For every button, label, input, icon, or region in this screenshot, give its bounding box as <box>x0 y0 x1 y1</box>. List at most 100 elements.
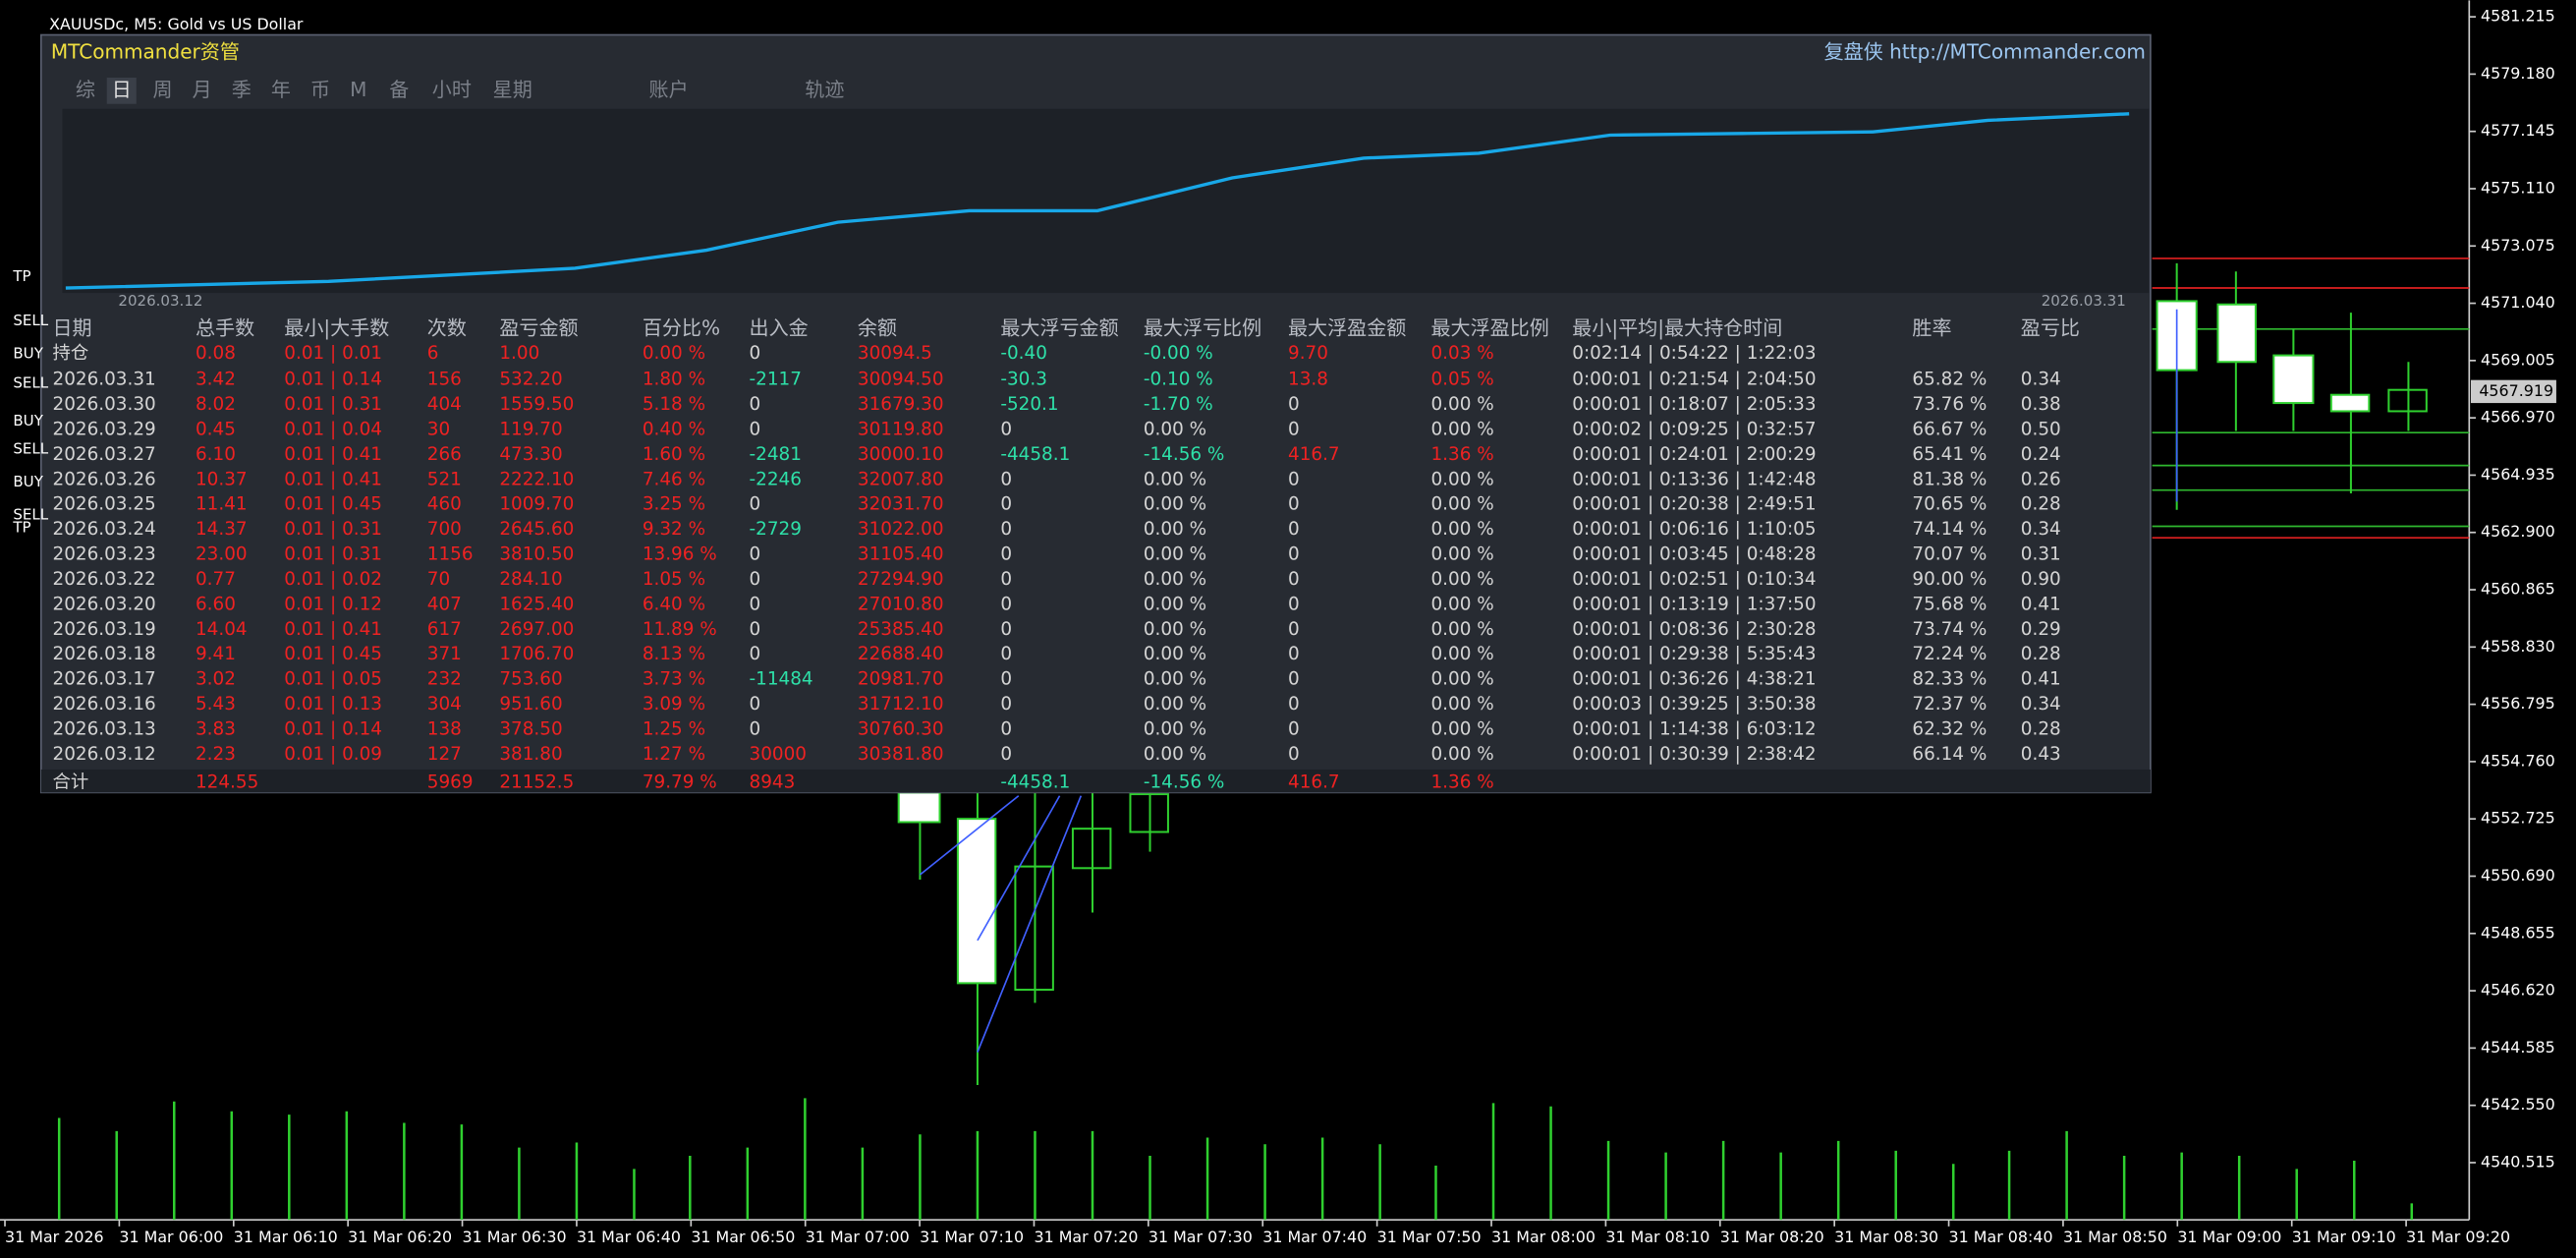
tab[interactable]: 轨迹 <box>805 78 844 101</box>
tab[interactable]: 季 <box>232 78 252 101</box>
table-cell: 0.00 % <box>1430 644 1493 664</box>
price-label: 4552.725 <box>2481 809 2555 828</box>
table-cell: 138 <box>427 719 462 740</box>
table-cell: 31022.00 <box>858 519 944 540</box>
table-cell: 0 <box>750 394 761 415</box>
table-cell: 0.00 % <box>1144 494 1206 515</box>
table-cell: -30.3 <box>1000 370 1047 390</box>
table-cell: 65.41 % <box>1912 444 1987 465</box>
table-cell: 0:00:01 | 0:18:07 | 2:05:33 <box>1572 394 1816 415</box>
table-cell: 0 <box>1288 469 1300 489</box>
table-cell: 5.43 <box>196 694 236 715</box>
tab[interactable]: 日 <box>112 78 132 101</box>
table-cell: 1706.70 <box>499 644 574 664</box>
tab[interactable]: 月 <box>193 78 212 101</box>
order-label: BUY <box>13 473 43 490</box>
table-cell: 0 <box>750 644 761 664</box>
column-header: 盈亏金额 <box>499 315 578 339</box>
tab[interactable]: 综 <box>76 78 95 101</box>
table-cell: 0:00:01 | 0:21:54 | 2:04:50 <box>1572 370 1816 390</box>
table-cell: 304 <box>427 694 462 715</box>
time-label: 31 Mar 06:40 <box>577 1228 681 1246</box>
table-cell: 0:00:01 | 0:29:38 | 5:35:43 <box>1572 644 1816 664</box>
time-label: 31 Mar 09:00 <box>2177 1228 2281 1246</box>
table-cell: 2026.03.16 <box>53 694 156 715</box>
table-cell: 0.01 | 0.41 <box>284 444 382 465</box>
table-cell: 0.01 | 0.05 <box>284 669 382 690</box>
holding-cell: 0 <box>750 343 761 364</box>
table-cell: 0 <box>1000 419 1012 439</box>
tab[interactable]: 币 <box>310 78 330 101</box>
table-cell: 30094.50 <box>858 370 944 390</box>
table-cell: 31679.30 <box>858 394 944 415</box>
tab[interactable]: 年 <box>271 78 291 101</box>
column-header: 次数 <box>427 315 467 339</box>
table-cell: 0 <box>1288 619 1300 640</box>
table-cell: 0.00 % <box>1430 519 1493 540</box>
price-label: 4571.040 <box>2481 293 2555 312</box>
table-cell: 0 <box>750 419 761 439</box>
table-cell: -1.70 % <box>1144 394 1213 415</box>
chart-decor <box>0 0 2471 1221</box>
price-label: 4569.005 <box>2481 350 2555 369</box>
total-cell: 124.55 <box>196 772 258 792</box>
table-cell: 0.00 % <box>1430 619 1493 640</box>
table-cell: 0 <box>1000 594 1012 614</box>
table-cell: 0:00:03 | 0:39:25 | 3:50:38 <box>1572 694 1816 715</box>
tab[interactable]: 备 <box>389 78 409 101</box>
site-link[interactable]: 复盘侠 http://MTCommander.com <box>1824 39 2146 63</box>
table-cell: 8.02 <box>196 394 236 415</box>
tab[interactable]: M <box>350 78 366 101</box>
table-cell: 753.60 <box>499 669 562 690</box>
table-cell: 0.01 | 0.41 <box>284 469 382 489</box>
table-cell: 0 <box>750 719 761 740</box>
table-cell: 13.8 <box>1288 370 1328 390</box>
table-cell: 700 <box>427 519 462 540</box>
price-label: 4544.585 <box>2481 1038 2555 1057</box>
column-header: 余额 <box>858 315 897 339</box>
table-cell: 0.00 % <box>1144 419 1206 439</box>
table-cell: 0.01 | 0.45 <box>284 644 382 664</box>
time-label: 31 Mar 06:10 <box>234 1228 338 1246</box>
tab[interactable]: 周 <box>153 78 173 101</box>
tab[interactable]: 小时 <box>432 78 472 101</box>
total-cell: 416.7 <box>1288 772 1340 792</box>
table-cell: 2026.03.18 <box>53 644 156 664</box>
table-cell: 0.45 <box>196 419 236 439</box>
brand: MTCommander资管 <box>51 39 240 63</box>
table-cell: 14.04 <box>196 619 248 640</box>
column-header: 胜率 <box>1912 315 1951 339</box>
price-label: 4554.760 <box>2481 751 2555 770</box>
table-cell: 284.10 <box>499 569 562 590</box>
holding-cell: 0.01 | 0.01 <box>284 343 382 364</box>
table-cell: 0.00 % <box>1144 594 1206 614</box>
tab[interactable]: 星期 <box>493 78 532 101</box>
table-cell: 2026.03.13 <box>53 719 156 740</box>
table-cell: 532.20 <box>499 370 562 390</box>
equity-end-date: 2026.03.31 <box>2042 292 2126 310</box>
total-cell: 1.36 % <box>1430 772 1493 792</box>
table-cell: 0.05 % <box>1430 370 1493 390</box>
price-label: 4575.110 <box>2481 178 2555 197</box>
report-panel: MTCommander资管 复盘侠 http://MTCommander.com 综… <box>39 33 2152 794</box>
tab[interactable]: 账户 <box>649 78 689 101</box>
table-cell: 3.42 <box>196 370 236 390</box>
table-cell: 0.00 % <box>1144 544 1206 565</box>
table-cell: 30 <box>427 419 450 439</box>
price-label: 4564.935 <box>2481 465 2555 484</box>
holding-cell: 持仓 <box>53 343 89 364</box>
table-cell: 371 <box>427 644 462 664</box>
total-cell: 79.79 % <box>643 772 717 792</box>
table-cell: 0 <box>1288 644 1300 664</box>
table-cell: 0.01 | 0.31 <box>284 544 382 565</box>
table-cell: 30760.30 <box>858 719 944 740</box>
table-cell: 0.38 <box>2021 394 2061 415</box>
table-cell: 0 <box>1000 644 1012 664</box>
table-cell: 0 <box>750 619 761 640</box>
table-cell: 0.01 | 0.31 <box>284 519 382 540</box>
table-cell: 1009.70 <box>499 494 574 515</box>
table-cell: -0.10 % <box>1144 370 1213 390</box>
column-header: 最大浮亏比例 <box>1144 315 1261 339</box>
table-cell: 2026.03.19 <box>53 619 156 640</box>
table-cell: 32007.80 <box>858 469 944 489</box>
